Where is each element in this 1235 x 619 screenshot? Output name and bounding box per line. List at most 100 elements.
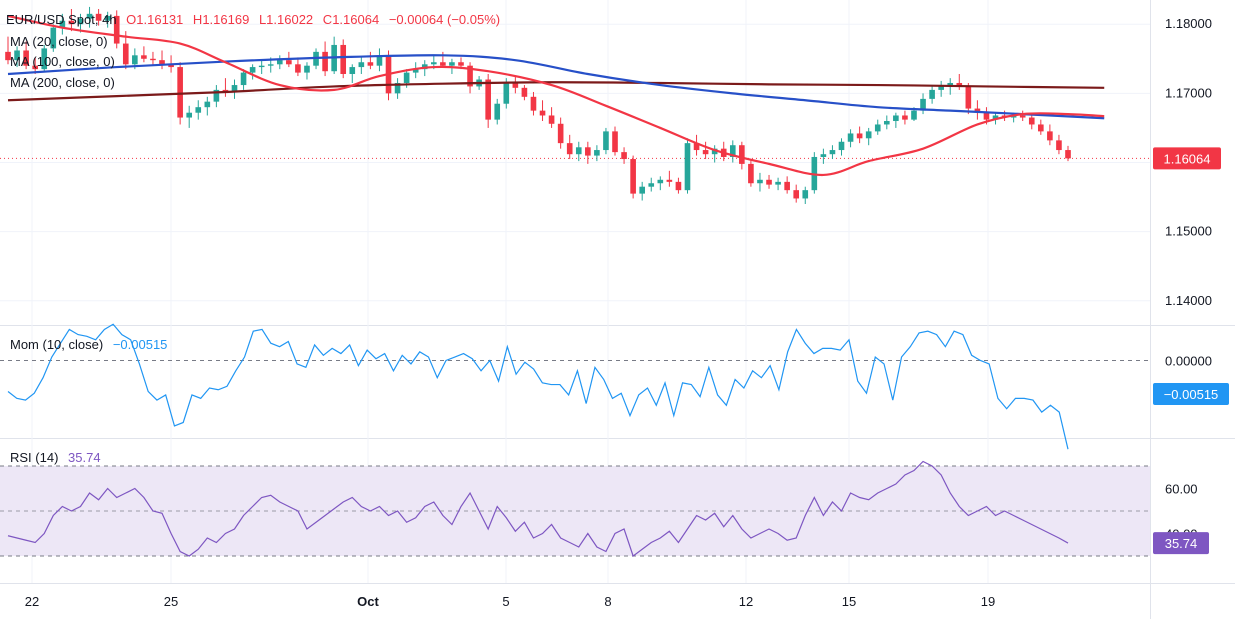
candle-body bbox=[122, 43, 129, 65]
price-tick-label: 1.15000 bbox=[1165, 224, 1212, 239]
mom-last-tag bbox=[1153, 383, 1229, 405]
candle-body bbox=[802, 190, 809, 199]
ohlc-change: −0.00064 (−0.05%) bbox=[388, 12, 501, 27]
candle-body bbox=[648, 183, 655, 187]
candle-body bbox=[376, 55, 383, 66]
time-tick-label: Oct bbox=[357, 594, 379, 609]
candle-body bbox=[231, 85, 238, 92]
candle-body bbox=[630, 159, 636, 194]
candle-body bbox=[412, 69, 419, 73]
candle-body bbox=[1019, 115, 1026, 118]
candle-body bbox=[639, 186, 645, 194]
candle-body bbox=[675, 181, 682, 191]
rsi-line bbox=[7, 460, 1069, 557]
candle-body bbox=[267, 64, 274, 66]
last-price-tag bbox=[1153, 147, 1221, 170]
candle-body bbox=[349, 67, 356, 74]
candle-body bbox=[775, 181, 781, 185]
candle-body bbox=[956, 82, 963, 87]
candle-body bbox=[856, 133, 863, 139]
rsi-last-tag bbox=[1153, 532, 1209, 555]
candle-body bbox=[666, 179, 673, 182]
ma20-line bbox=[7, 14, 1105, 177]
ohlc-legend: EUR/USD Spot, 4h O1.16131 H1.16169 L1.16… bbox=[6, 12, 506, 27]
rsi-title: RSI (14) bbox=[10, 450, 59, 465]
candle-body bbox=[784, 181, 790, 191]
momentum-pane bbox=[0, 323, 1150, 450]
candle-body bbox=[992, 115, 999, 120]
candle-body bbox=[41, 48, 48, 70]
candle-body bbox=[449, 62, 455, 66]
candle-body bbox=[757, 179, 763, 184]
time-axis: 22 25 Oct 5 8 12 15 19 bbox=[25, 594, 995, 609]
candle-body bbox=[213, 89, 220, 102]
mom-last-tag-label: −0.00515 bbox=[1164, 387, 1219, 402]
price-axis: 1.180001.170001.160001.150001.140001.160… bbox=[1153, 16, 1229, 555]
candle-body bbox=[766, 179, 772, 185]
candle-body bbox=[1065, 150, 1071, 159]
candle-body bbox=[467, 65, 473, 87]
candle-body bbox=[204, 101, 211, 108]
candle-body bbox=[440, 62, 446, 66]
candle-body bbox=[865, 131, 872, 139]
rsi-legend: RSI (14) 35.74 bbox=[10, 450, 107, 465]
candle-body bbox=[530, 96, 537, 111]
candle-body bbox=[86, 13, 93, 19]
candle-body bbox=[594, 150, 600, 156]
candle-body bbox=[548, 115, 555, 124]
candle-body bbox=[902, 115, 908, 120]
ohlc-low: L1.16022 bbox=[258, 12, 314, 27]
candle-body bbox=[612, 131, 618, 153]
candle-body bbox=[965, 86, 972, 109]
candle-body bbox=[340, 44, 347, 74]
candle-body bbox=[358, 62, 365, 68]
rsi-last-tag-label: 35.74 bbox=[1165, 536, 1198, 551]
price-pane bbox=[0, 6, 1150, 204]
candle-body bbox=[512, 82, 519, 88]
time-tick-label: 25 bbox=[164, 594, 178, 609]
candle-body bbox=[1038, 124, 1044, 132]
ohlc-close: C1.16064 bbox=[322, 12, 380, 27]
candle-body bbox=[702, 150, 709, 155]
candle-body bbox=[748, 163, 754, 184]
candle-body bbox=[974, 108, 981, 113]
candle-body bbox=[1056, 140, 1062, 151]
candle-body bbox=[59, 20, 66, 28]
candle-body bbox=[874, 124, 881, 132]
candle-body bbox=[367, 62, 374, 66]
last-price-tag-label: 1.16064 bbox=[1164, 151, 1211, 166]
candle-body bbox=[739, 145, 745, 164]
candle-body bbox=[322, 51, 328, 72]
candle-body bbox=[177, 67, 183, 118]
candle-body bbox=[304, 65, 310, 73]
ma200-legend: MA (200, close, 0) bbox=[10, 75, 115, 90]
symbol-title: EUR/USD Spot, 4h bbox=[6, 12, 117, 27]
candle-body bbox=[240, 72, 247, 86]
candle-body bbox=[557, 123, 564, 144]
candle-body bbox=[503, 82, 510, 104]
candle-body bbox=[911, 110, 917, 120]
candle-body bbox=[95, 13, 102, 21]
candle-body bbox=[603, 131, 609, 151]
candle-body bbox=[693, 143, 700, 151]
candle-body bbox=[585, 147, 591, 156]
candle-body bbox=[295, 64, 301, 73]
candle-body bbox=[539, 110, 546, 116]
mom-title: Mom (10, close) bbox=[10, 337, 104, 352]
candle-body bbox=[1010, 115, 1017, 118]
time-tick-label: 22 bbox=[25, 594, 39, 609]
candle-body bbox=[195, 107, 202, 113]
mom-line bbox=[7, 323, 1069, 450]
time-tick-label: 12 bbox=[739, 594, 753, 609]
candle-body bbox=[394, 82, 401, 94]
ohlc-open: O1.16131 bbox=[126, 12, 184, 27]
candle-body bbox=[168, 64, 174, 68]
candle-body bbox=[829, 150, 836, 155]
candle-body bbox=[141, 55, 147, 59]
candle-body bbox=[403, 72, 410, 83]
candle-body bbox=[938, 86, 944, 90]
price-tick-label: 1.17000 bbox=[1165, 85, 1212, 100]
candle-body bbox=[286, 60, 292, 65]
candle-body bbox=[929, 89, 935, 99]
